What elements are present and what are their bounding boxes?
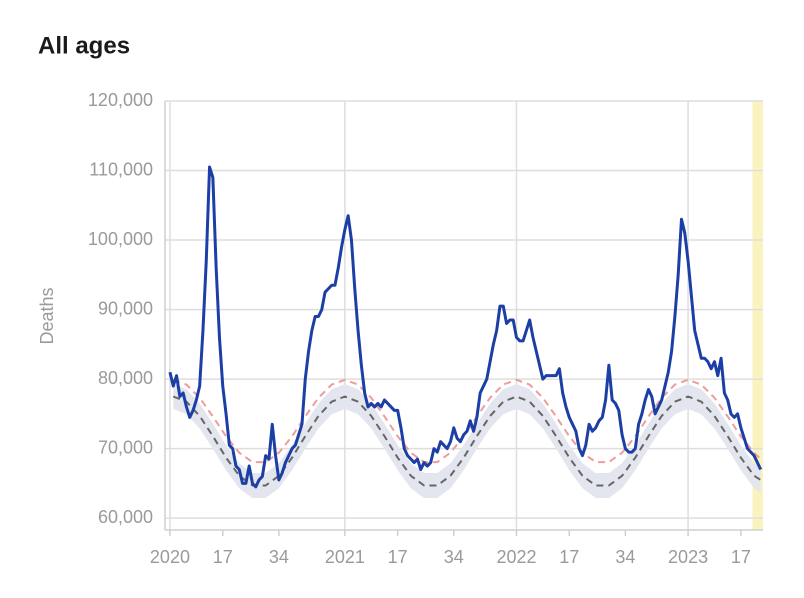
- series-line: [172, 395, 762, 487]
- plot-area: 60,000 70,000 80,000 90,000 100,000 110,000 12…: [88, 90, 763, 567]
- highlight-band: [752, 101, 763, 530]
- x-tick-label: 17: [731, 547, 751, 567]
- x-tick-label: 2021: [325, 547, 365, 567]
- y-tick-label: 120,000: [88, 90, 153, 110]
- y-tick-label: 60,000: [98, 507, 153, 527]
- x-tick-label: 2023: [668, 547, 708, 567]
- range-band: [173, 383, 761, 499]
- x-tick-label: 34: [444, 547, 464, 567]
- y-tick-label: 70,000: [98, 437, 153, 457]
- y-tick-label: 110,000: [89, 159, 153, 179]
- x-tick-label: 17: [559, 547, 579, 567]
- x-tick-label: 17: [388, 547, 408, 567]
- series-line: [168, 165, 763, 489]
- y-tick-label: 80,000: [98, 368, 153, 388]
- y-axis-label: Deaths: [37, 287, 57, 344]
- x-tick-label: 34: [269, 547, 289, 567]
- series-line: [172, 378, 762, 464]
- x-tick-label: 34: [615, 547, 635, 567]
- x-tick-label: 2022: [496, 547, 536, 567]
- x-tick-label: 17: [213, 547, 233, 567]
- x-tick-label: 2020: [150, 547, 190, 567]
- y-tick-label: 100,000: [88, 229, 153, 249]
- y-tick-label: 90,000: [98, 298, 153, 318]
- chart-title: All ages: [38, 32, 130, 59]
